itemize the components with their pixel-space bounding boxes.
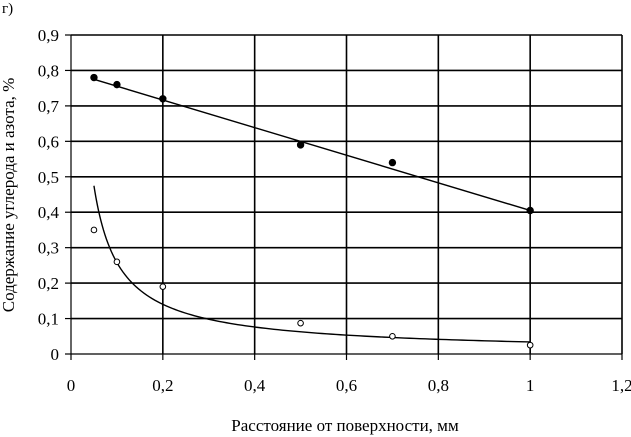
y-tick-label: 0,8 — [38, 61, 59, 80]
x-tick-label: 0,6 — [336, 376, 357, 395]
x-tick-label: 0 — [67, 376, 76, 395]
series-1-point — [159, 95, 167, 103]
series-2-point — [159, 283, 167, 290]
axes — [65, 34, 623, 360]
corner-label: г) — [2, 1, 13, 17]
trendlines — [93, 78, 531, 343]
series-1-point — [526, 206, 534, 215]
series-2-point — [526, 341, 534, 349]
y-tick-label: 0,9 — [38, 26, 59, 45]
series-1-point — [388, 158, 397, 167]
x-tick-label: 0,8 — [428, 376, 449, 395]
y-tick-label: 0,1 — [38, 310, 59, 329]
y-tick-label: 0,7 — [38, 97, 60, 116]
series-2-trendline — [93, 185, 531, 343]
x-tick-label: 1 — [526, 376, 535, 395]
tick-labels: 0 0,1 0,2 0,3 0,4 0,5 0,6 0,7 0,8 0,9 0 0,2 0,4 0,6 0,… — [38, 26, 631, 395]
y-tick-label: 0,5 — [38, 168, 59, 187]
y-tick-label: 0,2 — [38, 274, 59, 293]
series-2-point — [113, 258, 121, 266]
series-1-trendline — [93, 78, 531, 212]
y-tick-label: 0,4 — [38, 203, 60, 222]
series-2-point — [297, 319, 304, 327]
y-tick-label: 0,6 — [38, 132, 59, 151]
x-axis-label: Расстояние от поверхности, мм — [231, 416, 459, 435]
series-1-point — [90, 73, 98, 82]
y-axis-label: Содержание углерода и азота, % — [0, 78, 18, 313]
x-tick-label: 0,2 — [152, 376, 173, 395]
y-tick-label: 0,3 — [38, 239, 59, 258]
x-tick-label: 0,4 — [244, 376, 266, 395]
series-1-point — [113, 80, 121, 89]
y-tick-label: 0 — [51, 345, 60, 364]
series-2-point — [90, 226, 98, 234]
series-2-point — [389, 332, 396, 340]
data-points — [90, 73, 534, 349]
series-1-point — [296, 141, 305, 149]
grid — [71, 34, 623, 354]
x-tick-label: 1,2 — [611, 376, 631, 395]
